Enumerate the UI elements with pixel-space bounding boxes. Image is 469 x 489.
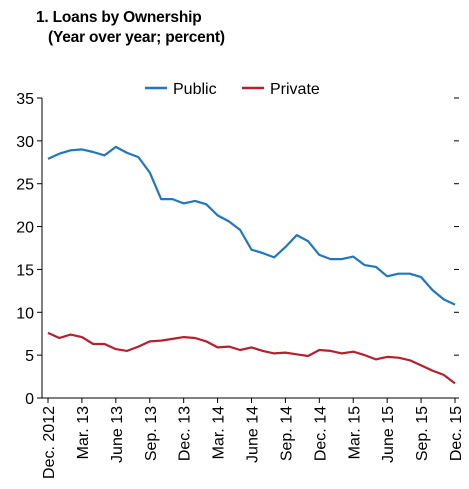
legend-label-private: Private [270, 81, 320, 98]
chart-title-line1: 1. Loans by Ownership [36, 9, 202, 26]
x-tick-label: Mar. 15 [346, 406, 363, 459]
y-tick-label: 0 [25, 391, 34, 408]
x-tick-label: Dec. 15 [448, 406, 465, 461]
x-tick-label: Sep. 13 [143, 406, 160, 461]
y-tick-label: 10 [16, 305, 34, 322]
series-line-private [47, 331, 456, 385]
x-tick-label: Sep. 15 [414, 406, 431, 461]
y-tick-label: 5 [25, 348, 34, 365]
x-tick-label: June 14 [245, 406, 262, 463]
x-tick-label: June 15 [380, 406, 397, 463]
y-tick-label: 15 [16, 262, 34, 279]
chart-axes [41, 98, 459, 399]
chart-title-line2: (Year over year; percent) [48, 29, 225, 46]
legend-label-public: Public [173, 81, 217, 98]
x-tick-label: Mar. 13 [75, 406, 92, 459]
chart-title: 1. Loans by Ownership (Year over year; p… [36, 8, 225, 48]
chart-legend: Public Private [145, 81, 320, 98]
chart-series [47, 145, 456, 385]
y-axis-ticks: 0 5 10 15 20 25 30 35 [16, 91, 459, 408]
x-tick-label: Sep. 14 [278, 406, 295, 461]
x-tick-label: June 13 [109, 406, 126, 463]
series-line-public [47, 145, 456, 306]
y-tick-label: 35 [16, 91, 34, 108]
x-tick-label: Dec. 13 [177, 406, 194, 461]
x-tick-label: Dec. 2012 [41, 406, 58, 479]
x-tick-label: Mar. 14 [211, 406, 228, 459]
y-tick-label: 20 [16, 220, 34, 237]
y-tick-label: 25 [16, 177, 34, 194]
x-axis-ticks: Dec. 2012 Mar. 13 June 13 Sep. 13 Dec. 13 Mar… [41, 398, 465, 479]
y-tick-label: 30 [16, 134, 34, 151]
x-tick-label: Dec. 14 [312, 406, 329, 461]
